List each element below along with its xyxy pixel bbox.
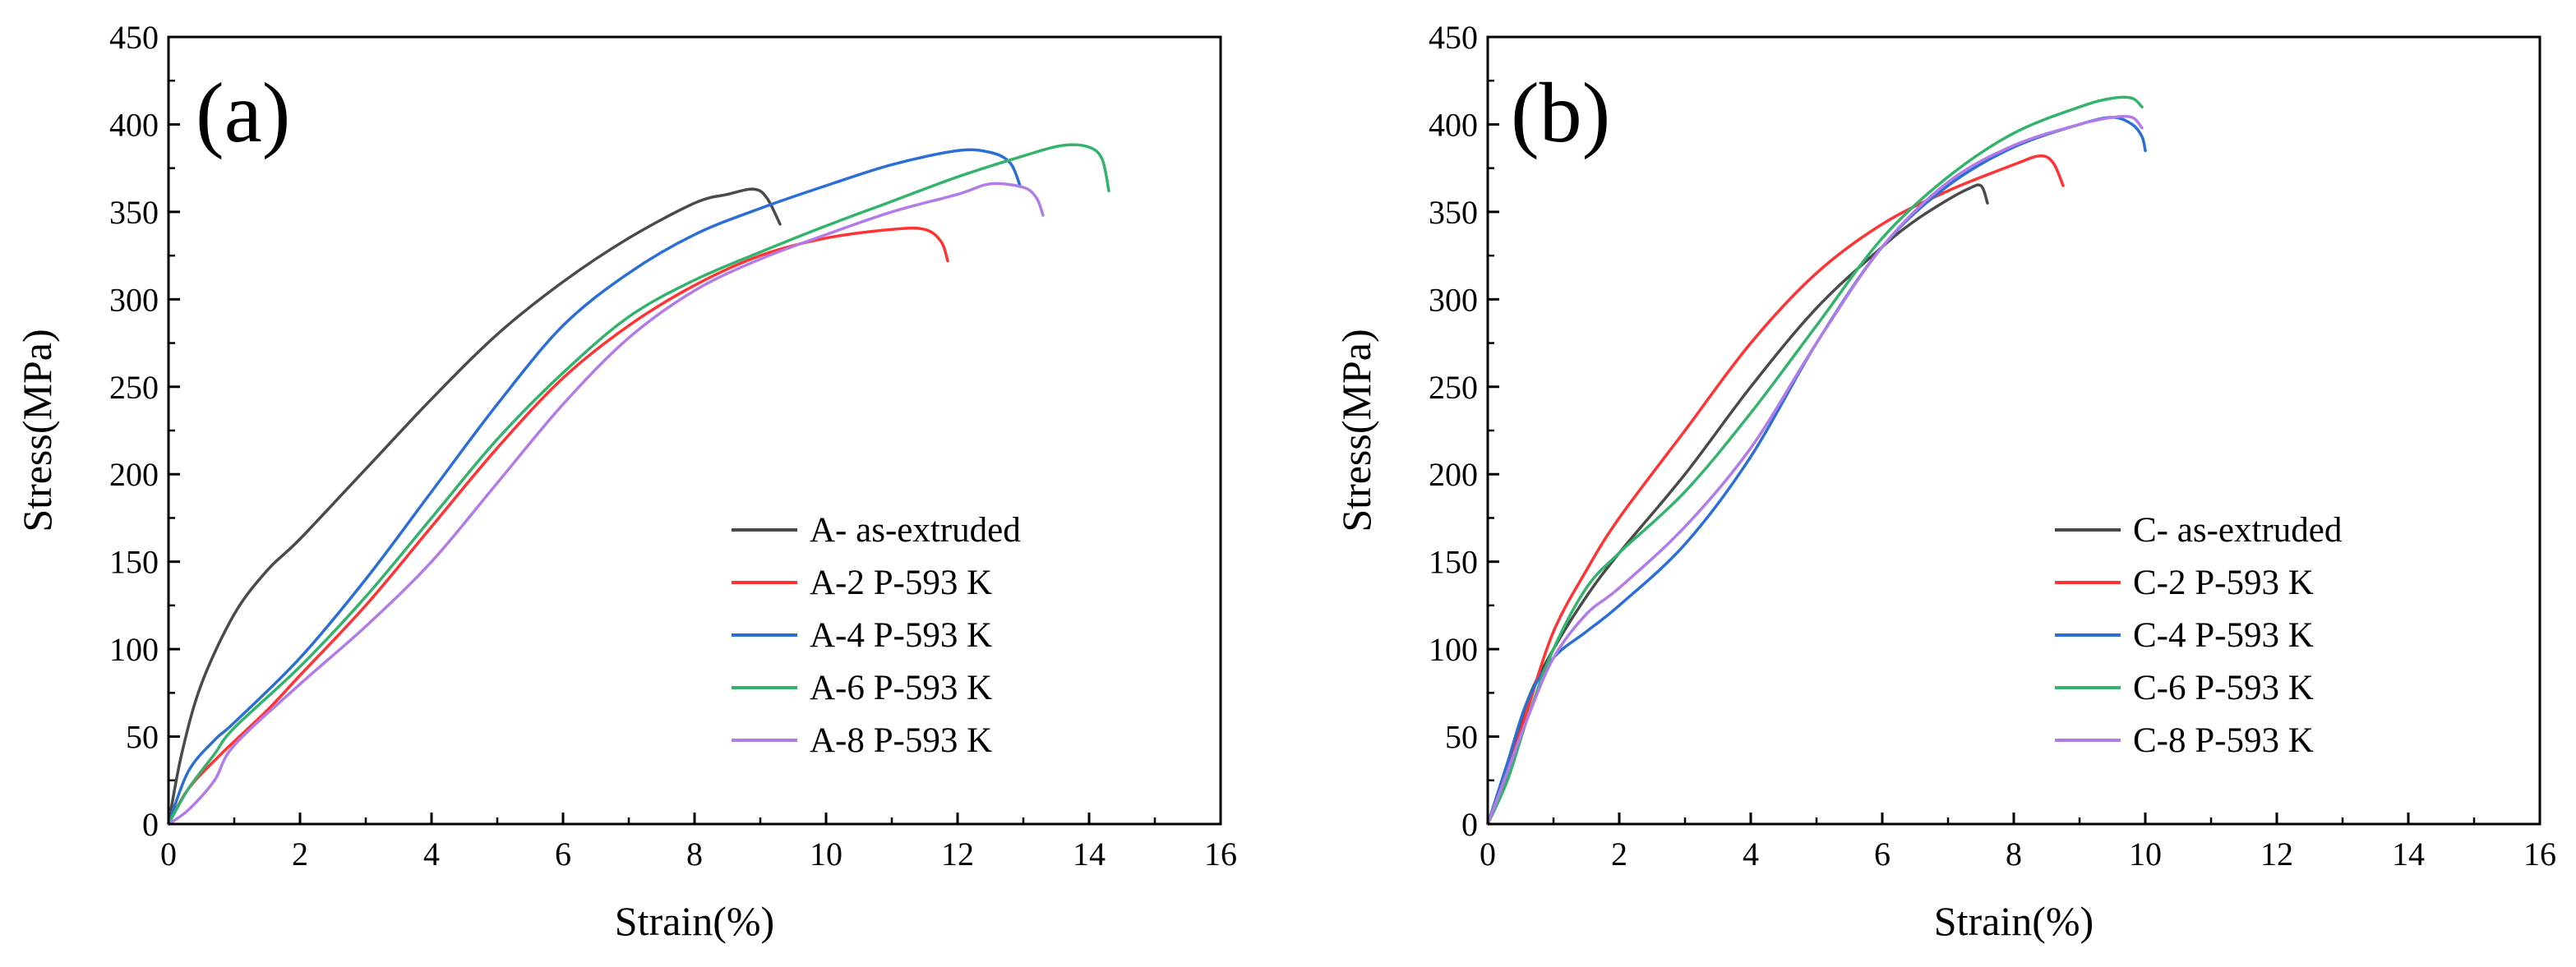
y-tick-label: 150 xyxy=(109,544,159,581)
x-tick-label: 14 xyxy=(2392,836,2425,873)
y-tick-label: 0 xyxy=(1461,806,1478,843)
y-tick-label: 350 xyxy=(109,194,159,231)
legend-label: C-8 P-593 K xyxy=(2133,721,2314,760)
x-tick-label: 12 xyxy=(2260,836,2293,873)
legend-label: A-6 P-593 K xyxy=(810,669,992,707)
y-tick-label: 350 xyxy=(1429,194,1478,231)
legend: A- as-extruded A-2 P-593 K A-4 P-593 K A-6 … xyxy=(732,511,1021,760)
series-line-2 xyxy=(167,226,949,826)
legend-label: A- as-extruded xyxy=(810,511,1021,550)
panel-label: (b) xyxy=(1511,66,1610,160)
x-tick-label: 4 xyxy=(1743,836,1759,873)
x-tick-label: 10 xyxy=(810,836,843,873)
x-tick-label: 12 xyxy=(941,836,974,873)
y-tick-label: 400 xyxy=(109,106,159,143)
series-line-5 xyxy=(167,182,1045,826)
x-tick-label: 16 xyxy=(2523,836,2556,873)
x-tick-label: 14 xyxy=(1073,836,1106,873)
y-tick-label: 200 xyxy=(1429,456,1478,493)
legend-label: C-2 P-593 K xyxy=(2133,564,2314,602)
x-tick-label: 16 xyxy=(1204,836,1237,873)
y-tick-label: 450 xyxy=(1429,19,1478,56)
chart-panel-a: 0 2 4 6 8 10 12 14 16 0 50 100 150 200 250 300 350 400 450… xyxy=(14,19,1237,944)
y-tick-label: 50 xyxy=(1445,719,1478,756)
plot-frame xyxy=(167,35,1222,826)
y-tick-label: 400 xyxy=(1429,106,1478,143)
legend-label: A-4 P-593 K xyxy=(810,616,992,655)
y-axis-title: Stress(MPa) xyxy=(14,329,60,532)
series-line-3 xyxy=(1486,116,2147,826)
x-tick-label: 4 xyxy=(423,836,440,873)
series-line-4 xyxy=(167,143,1110,826)
y-tick-label: 100 xyxy=(109,631,159,668)
series-line-5 xyxy=(1486,114,2144,826)
x-axis-title: Strain(%) xyxy=(615,898,774,944)
x-tick-label: 8 xyxy=(686,836,703,873)
panel-label: (a) xyxy=(196,66,290,160)
y-axis-title: Stress(MPa) xyxy=(1333,329,1379,532)
x-tick-label: 6 xyxy=(1874,836,1890,873)
y-tick-label: 50 xyxy=(126,719,159,756)
plot-frame xyxy=(1486,35,2541,826)
x-tick-label: 2 xyxy=(1611,836,1627,873)
series-line-1 xyxy=(1486,183,1989,826)
series-line-3 xyxy=(167,148,1022,826)
x-tick-label: 0 xyxy=(1480,836,1496,873)
legend-label: C-6 P-593 K xyxy=(2133,669,2314,707)
y-tick-label: 200 xyxy=(109,456,159,493)
chart-panel-b: 0 2 4 6 8 10 12 14 16 0 50 100 150 200 250 300 350 400 450… xyxy=(1333,19,2556,944)
series-line-2 xyxy=(1486,154,2065,826)
series-line-1 xyxy=(167,187,782,826)
legend: C- as-extruded C-2 P-593 K C-4 P-593 K C-6 … xyxy=(2055,511,2342,760)
x-tick-label: 2 xyxy=(292,836,308,873)
legend-label: A-8 P-593 K xyxy=(810,721,992,760)
y-tick-label: 100 xyxy=(1429,631,1478,668)
x-tick-label: 6 xyxy=(555,836,571,873)
legend-label: A-2 P-593 K xyxy=(810,564,992,602)
y-tick-label: 0 xyxy=(142,806,159,843)
y-tick-label: 250 xyxy=(1429,369,1478,406)
x-tick-label: 0 xyxy=(160,836,177,873)
legend-label: C- as-extruded xyxy=(2133,511,2342,550)
series-line-4 xyxy=(1486,95,2144,826)
x-axis-title: Strain(%) xyxy=(1934,898,2094,944)
y-tick-label: 150 xyxy=(1429,544,1478,581)
y-tick-label: 300 xyxy=(109,281,159,318)
x-tick-label: 8 xyxy=(2006,836,2022,873)
y-tick-label: 300 xyxy=(1429,281,1478,318)
legend-label: C-4 P-593 K xyxy=(2133,616,2314,655)
x-tick-label: 10 xyxy=(2129,836,2162,873)
y-tick-label: 450 xyxy=(109,19,159,56)
y-tick-label: 250 xyxy=(109,369,159,406)
